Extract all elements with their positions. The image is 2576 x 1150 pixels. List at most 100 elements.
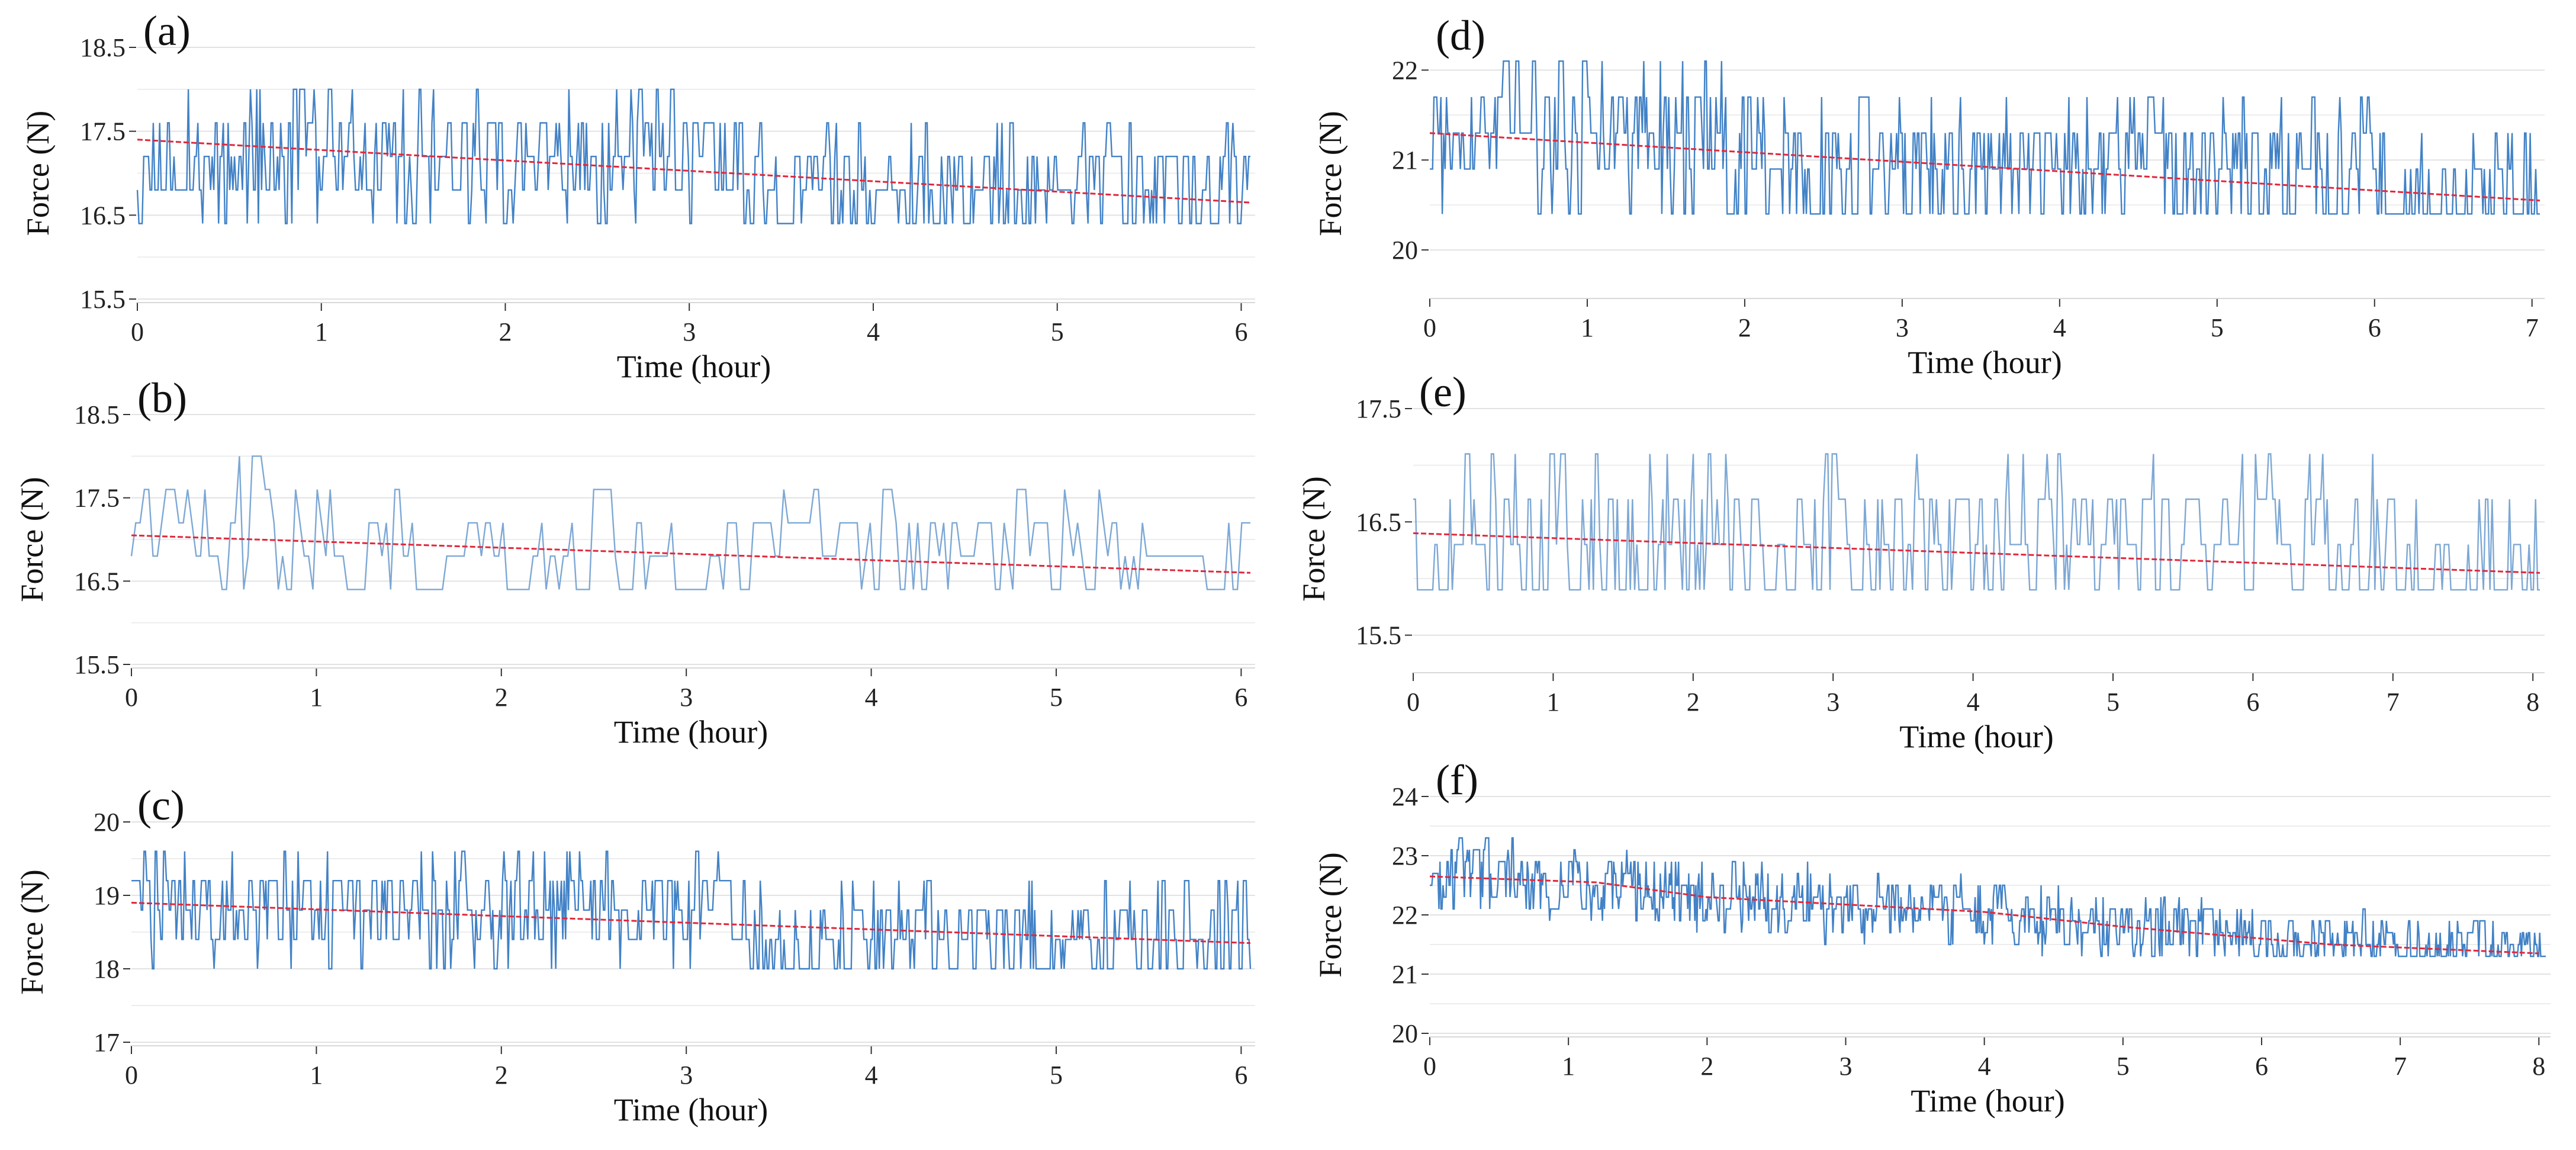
- y-tick-label: 18.5: [74, 400, 120, 429]
- y-tick-label: 21: [1392, 960, 1418, 989]
- chart-panel-d: 20 21 22 0 1 2 3 4 5 6 7 Time (hour) Force (N) (d): [1313, 12, 2545, 380]
- x-tick-label: 0: [131, 317, 144, 346]
- x-tick-label: 1: [1546, 688, 1559, 717]
- y-tick-label: 18: [94, 955, 120, 984]
- y-tick-label: 21: [1392, 146, 1418, 175]
- y-tick-label: 16.5: [74, 567, 120, 596]
- x-tick-label: 7: [2526, 313, 2539, 342]
- panel-label: (f): [1436, 756, 1478, 804]
- x-tick-label: 5: [2107, 688, 2120, 717]
- trend-line: [1429, 875, 2539, 955]
- x-tick-label: 4: [867, 317, 880, 346]
- panel-label: (c): [137, 782, 185, 829]
- x-tick-label: 0: [125, 1061, 138, 1090]
- x-tick-label: 6: [1234, 317, 1247, 346]
- trend-line: [131, 901, 1251, 945]
- y-tick-label: 17.5: [80, 117, 126, 146]
- panel-label: (a): [143, 7, 191, 54]
- x-axis-title: Time (hour): [1908, 345, 2062, 380]
- x-tick-label: 3: [680, 1061, 693, 1090]
- x-tick-label: 5: [1051, 317, 1064, 346]
- x-tick-label: 1: [315, 317, 328, 346]
- panel-label: (d): [1436, 12, 1485, 59]
- x-tick-label: 4: [865, 683, 878, 712]
- x-tick-label: 6: [2255, 1052, 2268, 1081]
- x-tick-label: 3: [1896, 313, 1909, 342]
- x-tick-label: 0: [1423, 313, 1436, 342]
- signal-series-line: [131, 850, 1252, 970]
- chart-panel-b: 15.5 16.5 17.5 18.5 0 1 2 3 4 5 6 Time (hour) Force …: [14, 374, 1255, 750]
- x-tick-label: 2: [495, 1061, 508, 1090]
- chart-panel-c: 17 18 19 20 0 1 2 3 4 5 6 Time (hour) Force (N) (c): [14, 782, 1255, 1127]
- x-tick-label: 1: [310, 683, 323, 712]
- y-tick-label: 20: [1392, 1019, 1418, 1048]
- y-tick-label: 23: [1392, 841, 1418, 870]
- trend-line: [1429, 132, 2540, 202]
- x-tick-label: 3: [1826, 688, 1839, 717]
- x-tick-label: 1: [310, 1061, 323, 1090]
- signal-series-line: [130, 455, 1250, 590]
- x-tick-label: 7: [2394, 1052, 2407, 1081]
- x-axis-title: Time (hour): [1911, 1083, 2065, 1119]
- x-tick-label: 4: [1978, 1052, 1991, 1081]
- y-tick-label: 17: [94, 1028, 120, 1057]
- panel-label: (b): [137, 374, 187, 422]
- x-tick-label: 5: [2211, 313, 2224, 342]
- x-tick-label: 0: [125, 683, 138, 712]
- y-tick-label: 16.5: [1356, 507, 1401, 537]
- trend-line: [1413, 532, 2540, 574]
- x-tick-label: 8: [2526, 688, 2539, 717]
- y-axis-title: Force (N): [20, 111, 56, 236]
- y-tick-label: 18.5: [80, 33, 126, 62]
- x-tick-label: 3: [683, 317, 696, 346]
- y-tick-label: 20: [1392, 236, 1418, 265]
- signal-series-line: [1430, 837, 2546, 958]
- x-tick-label: 4: [2053, 313, 2066, 342]
- x-tick-label: 2: [1738, 313, 1751, 342]
- trend-line: [131, 534, 1251, 574]
- y-tick-label: 15.5: [74, 650, 120, 679]
- signal-series-line: [1430, 60, 2540, 215]
- panel-label: (e): [1419, 368, 1467, 416]
- x-tick-label: 6: [2368, 313, 2381, 342]
- x-tick-label: 2: [495, 683, 508, 712]
- y-tick-label: 17.5: [1356, 394, 1401, 423]
- x-tick-label: 4: [1967, 688, 1980, 717]
- x-tick-label: 7: [2387, 688, 2400, 717]
- x-tick-label: 5: [1050, 683, 1063, 712]
- x-axis-title: Time (hour): [1899, 719, 2054, 754]
- x-tick-label: 6: [2246, 688, 2259, 717]
- x-axis-title: Time (hour): [614, 1092, 768, 1127]
- y-axis-title: Force (N): [1313, 111, 1348, 236]
- y-tick-label: 22: [1392, 56, 1418, 85]
- y-tick-label: 22: [1392, 901, 1418, 930]
- x-tick-label: 5: [2117, 1052, 2130, 1081]
- x-tick-label: 2: [1700, 1052, 1713, 1081]
- signal-series-line: [136, 88, 1250, 224]
- x-tick-label: 4: [865, 1061, 878, 1090]
- y-axis-title: Force (N): [14, 869, 50, 994]
- x-tick-label: 3: [680, 683, 693, 712]
- y-tick-label: 19: [94, 881, 120, 910]
- x-tick-label: 5: [1050, 1061, 1063, 1090]
- x-tick-label: 6: [1234, 683, 1247, 712]
- chart-panel-e: 15.5 16.5 17.5 0 1 2 3 4 5 6 7 8 Time (hour) Force (N…: [1296, 368, 2545, 754]
- x-tick-label: 0: [1407, 688, 1420, 717]
- x-tick-label: 2: [499, 317, 512, 346]
- x-tick-label: 3: [1839, 1052, 1852, 1081]
- x-tick-label: 6: [1234, 1061, 1247, 1090]
- signal-series-line: [1413, 453, 2540, 591]
- x-axis-title: Time (hour): [614, 714, 768, 750]
- y-tick-label: 20: [94, 808, 120, 837]
- y-tick-label: 16.5: [80, 201, 126, 230]
- y-axis-title: Force (N): [1296, 476, 1332, 601]
- chart-panel-a: 15.5 16.5 17.5 18.5 0 1 2 3 4 5 6 Time (hour) Force …: [20, 7, 1255, 384]
- x-tick-label: 0: [1423, 1052, 1436, 1081]
- x-tick-label: 1: [1562, 1052, 1575, 1081]
- y-tick-label: 24: [1392, 782, 1418, 811]
- x-tick-label: 1: [1581, 313, 1594, 342]
- x-tick-label: 2: [1687, 688, 1700, 717]
- y-tick-label: 15.5: [1356, 621, 1401, 650]
